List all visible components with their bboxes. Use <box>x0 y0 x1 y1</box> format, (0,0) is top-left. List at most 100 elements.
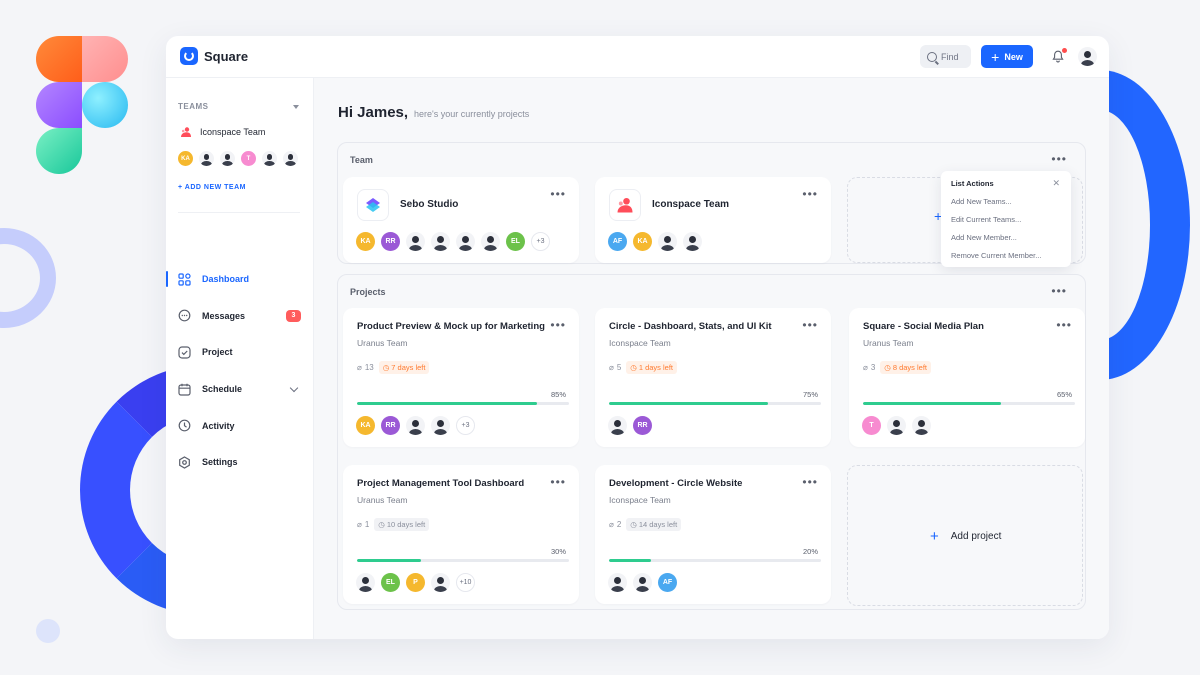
avatar[interactable]: RR <box>633 416 652 435</box>
team-card[interactable]: Iconspace Team ••• AF KA <box>595 177 831 263</box>
avatar[interactable] <box>406 232 425 251</box>
avatar[interactable] <box>633 573 652 592</box>
new-button[interactable]: + New <box>981 45 1033 68</box>
progress-percent: 65% <box>1056 390 1072 399</box>
project-more-icon[interactable]: ••• <box>550 318 566 332</box>
avatar[interactable]: KA <box>633 232 652 251</box>
divider <box>178 212 300 213</box>
more-members-count[interactable]: +10 <box>456 573 475 592</box>
avatar[interactable] <box>683 232 702 251</box>
avatar[interactable]: T <box>241 151 256 166</box>
progress-fill <box>609 402 768 405</box>
avatar[interactable] <box>456 232 475 251</box>
sidebar-item-dashboard[interactable]: Dashboard <box>166 261 314 298</box>
add-new-team-link[interactable]: + ADD NEW TEAM <box>178 184 246 191</box>
avatar[interactable]: EL <box>381 573 400 592</box>
chevron-down-icon[interactable] <box>289 383 299 393</box>
project-meta: ⌀ 5 ◷ 1 days left <box>609 361 678 374</box>
avatar[interactable] <box>658 232 677 251</box>
sidebar-item-schedule[interactable]: Schedule <box>166 371 314 408</box>
avatar[interactable]: AF <box>658 573 677 592</box>
project-more-icon[interactable]: ••• <box>802 475 818 489</box>
team-card[interactable]: Sebo Studio ••• KA RR EL +3 <box>343 177 579 263</box>
projects-section-more-icon[interactable]: ••• <box>1051 284 1067 298</box>
avatar[interactable] <box>481 232 500 251</box>
avatar[interactable]: P <box>406 573 425 592</box>
menu-item-add-teams[interactable]: Add New Teams... <box>951 197 1012 206</box>
avatar[interactable] <box>608 573 627 592</box>
app-logo[interactable]: Square <box>180 47 248 65</box>
project-card[interactable]: Project Management Tool Dashboard ••• Uran… <box>343 465 579 604</box>
avatar[interactable] <box>431 232 450 251</box>
progress-bar <box>357 402 569 405</box>
project-card[interactable]: Product Preview & Mock up for Marketing •… <box>343 308 579 447</box>
avatar[interactable]: T <box>862 416 881 435</box>
more-members-count[interactable]: +3 <box>456 416 475 435</box>
progress-fill <box>357 559 421 562</box>
avatar[interactable]: KA <box>356 416 375 435</box>
app-name: Square <box>204 48 249 64</box>
user-avatar[interactable] <box>1078 47 1097 66</box>
more-members-count[interactable]: +3 <box>531 232 550 251</box>
progress-bar <box>609 402 821 405</box>
avatar[interactable] <box>431 416 450 435</box>
avatar[interactable]: KA <box>356 232 375 251</box>
team-card-more-icon[interactable]: ••• <box>802 187 818 201</box>
project-team: Iconspace Team <box>609 495 671 505</box>
avatar[interactable]: RR <box>381 416 400 435</box>
sidebar-team-item[interactable]: Iconspace Team <box>180 126 265 138</box>
avatar[interactable] <box>887 416 906 435</box>
search-icon <box>927 51 937 62</box>
add-project-placeholder[interactable]: + Add project <box>847 465 1083 606</box>
avatar[interactable] <box>356 573 375 592</box>
clock-icon: ◷ <box>382 363 390 372</box>
sidebar-item-project[interactable]: Project <box>166 334 314 371</box>
avatar[interactable] <box>283 151 298 166</box>
sebo-studio-logo-icon <box>357 189 389 221</box>
team-card-more-icon[interactable]: ••• <box>550 187 566 201</box>
avatar[interactable] <box>199 151 214 166</box>
project-card[interactable]: Development - Circle Website ••• Iconspace… <box>595 465 831 604</box>
avatar[interactable] <box>608 416 627 435</box>
avatar[interactable] <box>406 416 425 435</box>
sidebar-item-settings[interactable]: Settings <box>166 444 314 481</box>
avatar[interactable] <box>220 151 235 166</box>
sidebar-item-label: Activity <box>202 420 235 431</box>
sidebar-item-messages[interactable]: Messages 3 <box>166 298 314 335</box>
progress-fill <box>357 402 538 405</box>
progress-percent: 30% <box>550 547 566 556</box>
avatar[interactable]: AF <box>608 232 627 251</box>
avatar[interactable]: EL <box>506 232 525 251</box>
add-project-label: Add project <box>950 531 1002 542</box>
settings-icon <box>179 456 190 469</box>
menu-item-add-member[interactable]: Add New Member... <box>951 233 1017 242</box>
menu-item-remove-member[interactable]: Remove Current Member... <box>951 251 1042 260</box>
find-button[interactable]: Find <box>920 45 971 68</box>
attachment-count-value: 1 <box>364 520 370 529</box>
notification-dot <box>1062 48 1067 53</box>
attachment-count: ⌀ 13 <box>357 363 374 372</box>
menu-item-edit-teams[interactable]: Edit Current Teams... <box>951 215 1022 224</box>
caret-down-icon[interactable] <box>293 105 299 109</box>
attachment-count-value: 5 <box>616 363 622 372</box>
project-more-icon[interactable]: ••• <box>1056 318 1072 332</box>
project-card[interactable]: Square - Social Media Plan ••• Uranus Team… <box>849 308 1085 447</box>
avatar[interactable] <box>431 573 450 592</box>
sidebar: TEAMS Iconspace Team KA T + ADD NEW TEAM … <box>166 78 314 639</box>
paperclip-icon: ⌀ <box>609 520 614 529</box>
team-section-more-icon[interactable]: ••• <box>1051 152 1067 166</box>
avatar[interactable] <box>262 151 277 166</box>
bell-icon[interactable] <box>1052 50 1064 63</box>
greeting-title: Hi James, <box>338 104 409 121</box>
avatar[interactable]: RR <box>381 232 400 251</box>
project-more-icon[interactable]: ••• <box>802 318 818 332</box>
sidebar-item-label: Settings <box>202 457 238 468</box>
close-icon[interactable]: ✕ <box>1052 178 1060 188</box>
avatar[interactable]: KA <box>178 151 193 166</box>
avatar[interactable] <box>912 416 931 435</box>
project-title: Project Management Tool Dashboard <box>357 478 525 489</box>
project-more-icon[interactable]: ••• <box>550 475 566 489</box>
project-card[interactable]: Circle - Dashboard, Stats, and UI Kit •••… <box>595 308 831 447</box>
sidebar-item-activity[interactable]: Activity <box>166 407 314 444</box>
progress-bar <box>609 559 821 562</box>
